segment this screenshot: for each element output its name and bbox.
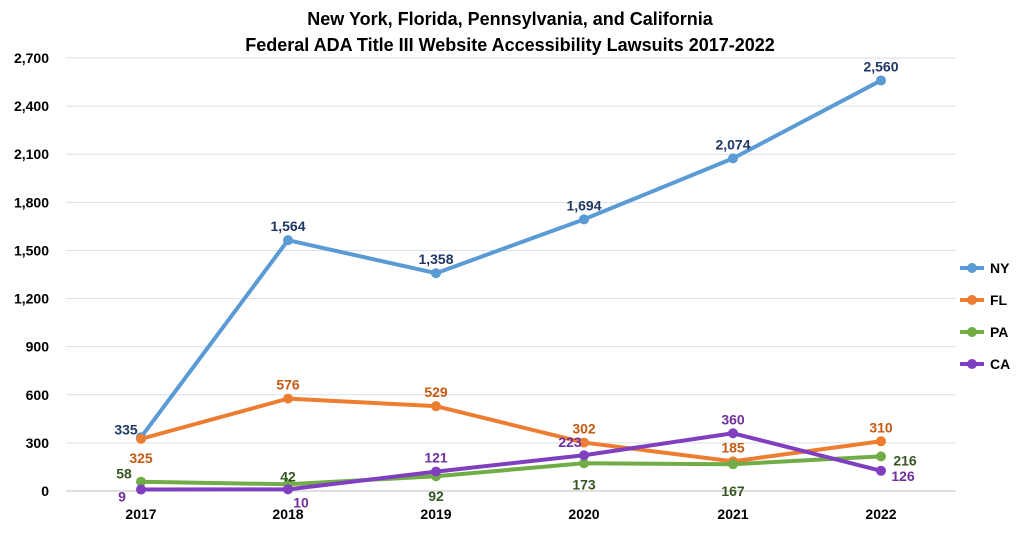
x-tick-label: 2018 [272, 506, 303, 522]
series-line-ny [139, 78, 883, 440]
data-label-pa: 42 [280, 468, 296, 484]
legend-item-ca[interactable]: CA [960, 356, 1010, 372]
data-point-ca [136, 484, 146, 495]
data-point-ny [283, 235, 293, 246]
data-label-ca: 10 [293, 494, 309, 510]
x-tick-label: 2017 [125, 506, 156, 522]
data-label-ny: 1,564 [270, 218, 305, 234]
data-label-fl: 302 [572, 421, 596, 437]
data-point-pa [876, 451, 886, 462]
data-point-ca [579, 450, 589, 461]
legend-item-fl[interactable]: FL [960, 292, 1008, 308]
data-label-fl: 185 [721, 439, 745, 455]
y-tick-label: 1,800 [14, 194, 49, 210]
x-tick-label: 2021 [717, 506, 748, 522]
data-label-pa: 173 [572, 476, 596, 492]
x-tick-label: 2022 [865, 506, 896, 522]
y-tick-label: 900 [26, 339, 50, 355]
data-point-pa [579, 458, 589, 469]
data-label-ca: 360 [721, 411, 745, 427]
series-lines [136, 75, 886, 495]
data-point-ny [579, 214, 589, 225]
y-tick-label: 2,700 [14, 50, 49, 66]
data-label-ny: 335 [114, 421, 138, 437]
legend-label: FL [990, 292, 1008, 308]
data-point-fl [283, 393, 293, 404]
data-label-fl: 325 [129, 450, 153, 466]
data-point-fl [136, 433, 146, 444]
legend-item-ny[interactable]: NY [960, 260, 1010, 276]
series-line-fl [139, 396, 883, 464]
y-tick-label: 2,400 [14, 98, 49, 114]
data-label-pa: 58 [116, 466, 132, 482]
data-label-ca: 121 [424, 450, 448, 466]
data-point-fl [876, 436, 886, 447]
data-point-ca [728, 428, 738, 439]
data-point-fl [579, 437, 589, 448]
chart-title-line-1: New York, Florida, Pennsylvania, and Cal… [307, 9, 713, 29]
y-tick-label: 300 [26, 435, 50, 451]
data-label-ca: 126 [891, 468, 915, 484]
data-label-ny: 2,560 [863, 58, 898, 74]
legend-label: PA [990, 324, 1008, 340]
legend-label: CA [990, 356, 1010, 372]
legend-label: NY [990, 260, 1010, 276]
data-point-ny [431, 268, 441, 279]
data-label-ny: 1,694 [566, 197, 601, 213]
y-tick-label: 1,200 [14, 291, 49, 307]
y-tick-label: 600 [26, 387, 50, 403]
data-point-ca [876, 465, 886, 476]
x-tick-label: 2019 [420, 506, 451, 522]
data-point-fl [431, 401, 441, 412]
legend[interactable]: NY FL PA CA [960, 260, 1010, 372]
x-axis: 2017 2018 2019 2020 2021 2022 [125, 506, 896, 522]
data-label-pa: 92 [428, 488, 444, 504]
chart-title-line-2: Federal ADA Title III Website Accessibil… [245, 35, 775, 55]
data-label-fl: 310 [869, 419, 893, 435]
series-line-ca [139, 431, 883, 492]
legend-item-pa[interactable]: PA [960, 324, 1008, 340]
data-point-ny [876, 75, 886, 86]
legend-marker [967, 327, 977, 337]
legend-marker [967, 295, 977, 305]
legend-marker [967, 359, 977, 369]
y-tick-label: 0 [41, 483, 49, 499]
data-label-ca: 9 [118, 489, 126, 505]
data-label-ny: 1,358 [418, 251, 453, 267]
data-label-pa: 216 [893, 452, 917, 468]
data-point-ca [283, 484, 293, 495]
y-tick-label: 1,500 [14, 242, 49, 258]
data-label-ca: 223 [558, 434, 582, 450]
chart-title: New York, Florida, Pennsylvania, and Cal… [245, 9, 775, 55]
data-point-pa [728, 459, 738, 470]
series-line-pa [139, 454, 883, 487]
data-point-ny [728, 153, 738, 164]
y-tick-label: 2,100 [14, 146, 49, 162]
data-point-pa [136, 476, 146, 487]
legend-marker [967, 263, 977, 273]
y-axis: 0 300 600 900 1,200 1,500 1,800 2,100 2,400 2,700 [14, 50, 49, 499]
data-label-ny: 2,074 [715, 136, 750, 152]
data-label-pa: 167 [721, 483, 745, 499]
data-labels: 335 1,564 1,358 1,694 2,074 2,560 325 576 529 302… [114, 58, 917, 510]
data-label-fl: 529 [424, 384, 448, 400]
x-tick-label: 2020 [568, 506, 599, 522]
data-label-fl: 576 [276, 377, 300, 393]
data-point-ca [431, 466, 441, 477]
gridlines [66, 57, 956, 492]
